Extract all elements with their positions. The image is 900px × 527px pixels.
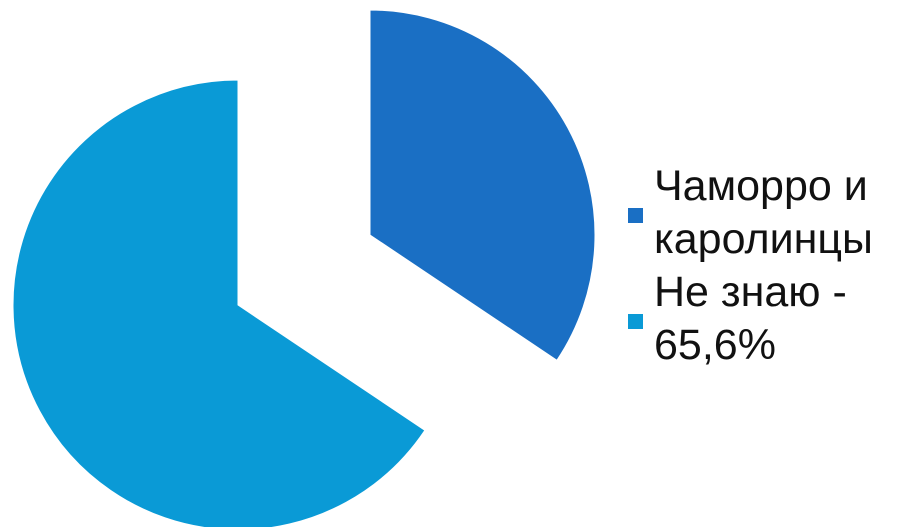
legend-item-chamorro: Чаморро и каролинцы: [628, 160, 900, 266]
legend: Чаморро и каролинцы Не знаю - 65,6%: [628, 160, 900, 372]
pie-slice-chamorro: [369, 9, 596, 361]
pie-slice-dont-know: [12, 79, 426, 527]
legend-label-chamorro: Чаморро и каролинцы: [654, 162, 873, 263]
legend-label-dont-know: Не знаю - 65,6%: [654, 268, 847, 369]
pie-slices: [12, 9, 596, 527]
legend-item-dont-know: Не знаю - 65,6%: [628, 266, 900, 372]
legend-swatch-dont-know: [628, 314, 643, 329]
legend-swatch-chamorro: [628, 208, 643, 223]
